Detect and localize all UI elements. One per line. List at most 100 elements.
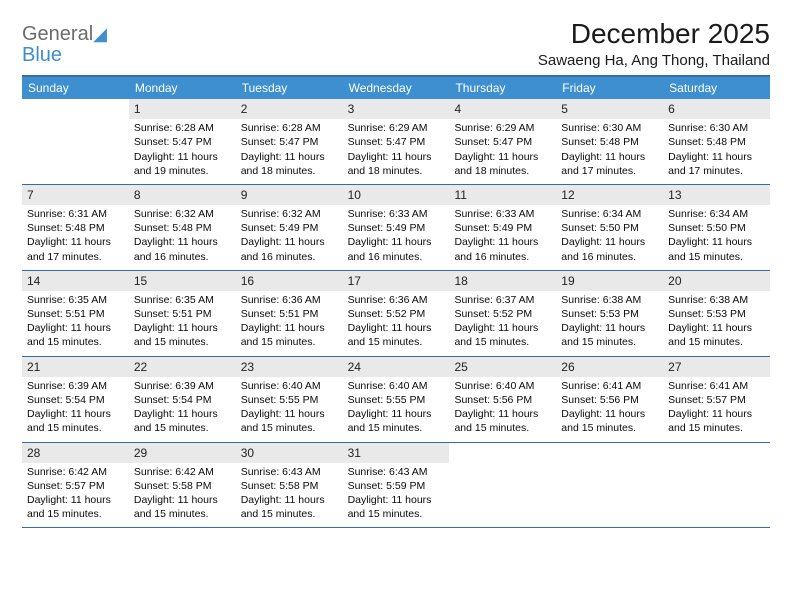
day-cell: 1Sunrise: 6:28 AMSunset: 5:47 PMDaylight… <box>129 99 236 184</box>
day-cell: 15Sunrise: 6:35 AMSunset: 5:51 PMDayligh… <box>129 271 236 356</box>
day-detail-line: Daylight: 11 hours <box>241 150 338 164</box>
day-detail-line: and 17 minutes. <box>668 164 765 178</box>
day-detail-line: Daylight: 11 hours <box>134 493 231 507</box>
day-details: Sunrise: 6:41 AMSunset: 5:57 PMDaylight:… <box>663 377 770 442</box>
day-number: 11 <box>449 185 556 205</box>
day-detail-line: and 16 minutes. <box>134 250 231 264</box>
day-details: Sunrise: 6:34 AMSunset: 5:50 PMDaylight:… <box>663 205 770 270</box>
day-details: Sunrise: 6:43 AMSunset: 5:58 PMDaylight:… <box>236 463 343 528</box>
day-cell: 27Sunrise: 6:41 AMSunset: 5:57 PMDayligh… <box>663 357 770 442</box>
day-detail-line: Daylight: 11 hours <box>241 235 338 249</box>
day-detail-line: Sunset: 5:51 PM <box>27 307 124 321</box>
day-detail-line: Sunset: 5:52 PM <box>454 307 551 321</box>
day-details: Sunrise: 6:36 AMSunset: 5:52 PMDaylight:… <box>343 291 450 356</box>
day-detail-line: Sunset: 5:59 PM <box>348 479 445 493</box>
day-detail-line: Sunset: 5:54 PM <box>134 393 231 407</box>
weekday-label: Wednesday <box>343 77 450 99</box>
day-cell: 28Sunrise: 6:42 AMSunset: 5:57 PMDayligh… <box>22 443 129 528</box>
day-details: Sunrise: 6:37 AMSunset: 5:52 PMDaylight:… <box>449 291 556 356</box>
day-detail-line: Sunset: 5:57 PM <box>27 479 124 493</box>
day-detail-line: and 19 minutes. <box>134 164 231 178</box>
day-detail-line: Sunrise: 6:30 AM <box>668 121 765 135</box>
day-cell: 20Sunrise: 6:38 AMSunset: 5:53 PMDayligh… <box>663 271 770 356</box>
day-detail-line: Daylight: 11 hours <box>454 321 551 335</box>
weekday-header-row: SundayMondayTuesdayWednesdayThursdayFrid… <box>22 77 770 99</box>
logo-word-general: General <box>22 23 93 45</box>
day-detail-line: and 15 minutes. <box>561 421 658 435</box>
day-detail-line: and 15 minutes. <box>561 335 658 349</box>
day-cell: 11 Sunrise: 6:33 AMSunset: 5:49 PMDayligh… <box>449 185 556 270</box>
logo: General◢ Blue <box>22 18 107 66</box>
day-details: Sunrise: 6:39 AMSunset: 5:54 PMDaylight:… <box>129 377 236 442</box>
day-cell: 6Sunrise: 6:30 AMSunset: 5:48 PMDaylight… <box>663 99 770 184</box>
day-detail-line: Sunset: 5:49 PM <box>348 221 445 235</box>
day-detail-line: Sunset: 5:53 PM <box>668 307 765 321</box>
week-row: 14Sunrise: 6:35 AMSunset: 5:51 PMDayligh… <box>22 271 770 357</box>
day-cell: 23Sunrise: 6:40 AMSunset: 5:55 PMDayligh… <box>236 357 343 442</box>
day-detail-line: and 16 minutes. <box>348 250 445 264</box>
day-detail-line: Sunrise: 6:33 AM <box>454 207 551 221</box>
day-detail-line: Daylight: 11 hours <box>348 150 445 164</box>
day-detail-line: Sunrise: 6:35 AM <box>27 293 124 307</box>
day-number: 15 <box>129 271 236 291</box>
day-cell: 4Sunrise: 6:29 AMSunset: 5:47 PMDaylight… <box>449 99 556 184</box>
day-detail-line: Sunset: 5:49 PM <box>454 221 551 235</box>
day-details: Sunrise: 6:34 AMSunset: 5:50 PMDaylight:… <box>556 205 663 270</box>
day-detail-line: Daylight: 11 hours <box>454 235 551 249</box>
day-number: 27 <box>663 357 770 377</box>
day-detail-line: Sunset: 5:56 PM <box>454 393 551 407</box>
logo-wing-icon: ◢ <box>93 24 107 44</box>
location: Sawaeng Ha, Ang Thong, Thailand <box>538 52 770 69</box>
day-cell <box>663 443 770 528</box>
day-detail-line: Sunset: 5:51 PM <box>134 307 231 321</box>
day-detail-line: Sunrise: 6:39 AM <box>27 379 124 393</box>
day-cell: 24Sunrise: 6:40 AMSunset: 5:55 PMDayligh… <box>343 357 450 442</box>
day-details: Sunrise: 6:31 AMSunset: 5:48 PMDaylight:… <box>22 205 129 270</box>
day-detail-line: Sunset: 5:55 PM <box>241 393 338 407</box>
day-detail-line: Sunrise: 6:34 AM <box>561 207 658 221</box>
day-detail-line: Daylight: 11 hours <box>561 150 658 164</box>
day-detail-line: and 16 minutes. <box>561 250 658 264</box>
day-detail-line: Sunrise: 6:28 AM <box>134 121 231 135</box>
day-detail-line: Daylight: 11 hours <box>241 407 338 421</box>
day-detail-line: and 16 minutes. <box>241 250 338 264</box>
day-detail-line: Sunrise: 6:28 AM <box>241 121 338 135</box>
day-detail-line: Sunrise: 6:38 AM <box>561 293 658 307</box>
day-details: Sunrise: 6:29 AMSunset: 5:47 PMDaylight:… <box>343 119 450 184</box>
day-detail-line: and 17 minutes. <box>561 164 658 178</box>
day-detail-line: Daylight: 11 hours <box>668 150 765 164</box>
calendar-body: 1Sunrise: 6:28 AMSunset: 5:47 PMDaylight… <box>22 99 770 528</box>
day-detail-line: Sunset: 5:58 PM <box>134 479 231 493</box>
day-detail-line: Sunrise: 6:40 AM <box>241 379 338 393</box>
day-detail-line: Sunrise: 6:42 AM <box>134 465 231 479</box>
day-cell: 25Sunrise: 6:40 AMSunset: 5:56 PMDayligh… <box>449 357 556 442</box>
day-detail-line: and 15 minutes. <box>348 421 445 435</box>
day-detail-line: and 18 minutes. <box>241 164 338 178</box>
day-detail-line: and 17 minutes. <box>27 250 124 264</box>
weekday-label: Sunday <box>22 77 129 99</box>
day-detail-line: Sunset: 5:48 PM <box>27 221 124 235</box>
day-detail-line: Sunset: 5:48 PM <box>134 221 231 235</box>
day-details: Sunrise: 6:30 AMSunset: 5:48 PMDaylight:… <box>663 119 770 184</box>
day-number: 5 <box>556 99 663 119</box>
day-detail-line: Daylight: 11 hours <box>134 407 231 421</box>
week-row: 21Sunrise: 6:39 AMSunset: 5:54 PMDayligh… <box>22 357 770 443</box>
day-number: 17 <box>343 271 450 291</box>
day-details: Sunrise: 6:30 AMSunset: 5:48 PMDaylight:… <box>556 119 663 184</box>
day-details: Sunrise: 6:32 AMSunset: 5:49 PMDaylight:… <box>236 205 343 270</box>
day-detail-line: Sunset: 5:48 PM <box>668 135 765 149</box>
day-details: Sunrise: 6:39 AMSunset: 5:54 PMDaylight:… <box>22 377 129 442</box>
day-detail-line: Daylight: 11 hours <box>348 493 445 507</box>
day-detail-line: Sunrise: 6:39 AM <box>134 379 231 393</box>
day-cell: 13Sunrise: 6:34 AMSunset: 5:50 PMDayligh… <box>663 185 770 270</box>
day-details: Sunrise: 6:28 AMSunset: 5:47 PMDaylight:… <box>236 119 343 184</box>
day-details: Sunrise: 6:42 AMSunset: 5:57 PMDaylight:… <box>22 463 129 528</box>
day-cell <box>22 99 129 184</box>
day-detail-line: Sunrise: 6:43 AM <box>348 465 445 479</box>
day-detail-line: and 15 minutes. <box>134 335 231 349</box>
day-cell: 30Sunrise: 6:43 AMSunset: 5:58 PMDayligh… <box>236 443 343 528</box>
day-cell: 8Sunrise: 6:32 AMSunset: 5:48 PMDaylight… <box>129 185 236 270</box>
day-detail-line: and 15 minutes. <box>27 507 124 521</box>
day-detail-line: Sunset: 5:55 PM <box>348 393 445 407</box>
day-number: 31 <box>343 443 450 463</box>
